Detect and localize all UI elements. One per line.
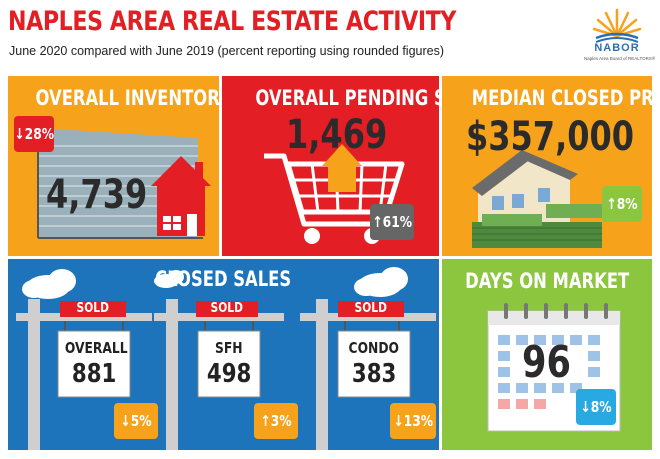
logo-name: NABOR <box>594 42 640 54</box>
page-title: NAPLES AREA REAL ESTATE ACTIVITY <box>8 6 456 37</box>
days-on-market-change-badge: ↓8% <box>576 389 616 425</box>
median-change-badge: ↑8% <box>602 186 642 222</box>
inventory-panel: OVERALL INVENTORY ↓28% 4,739 <box>8 76 219 256</box>
pending-title: OVERALL PENDING SALES <box>255 86 439 110</box>
sign-value-sfh: 498 <box>206 359 252 389</box>
page-subtitle: June 2020 compared with June 2019 (perce… <box>9 44 444 58</box>
cloud-icon <box>22 267 408 299</box>
overall-change-badge: ↓5% <box>114 403 158 439</box>
pending-change-badge: ↑61% <box>370 204 414 240</box>
calendar-icon <box>487 303 621 432</box>
logo-subtitle: Naples Area Board of REALTORS® <box>584 56 656 61</box>
inventory-title: OVERALL INVENTORY <box>35 86 219 110</box>
nabor-logo: NABOR Naples Area Board of REALTORS® <box>584 6 656 68</box>
sold-label-sfh: SOLD <box>210 301 244 316</box>
house-money-icon <box>472 150 604 248</box>
condo-change-badge: ↓13% <box>390 403 436 439</box>
days-on-market-panel: DAYS ON MARKET 96 ↓8% <box>442 259 652 450</box>
median-value: $357,000 <box>466 114 635 160</box>
median-panel: MEDIAN CLOSED PRICE $357,000 ↑8% <box>442 76 652 256</box>
inventory-change-badge: ↓28% <box>14 116 54 152</box>
red-house-icon <box>151 156 211 236</box>
closed-sales-panel: CLOSED SALES SOLD OVERALL 881 ↓5% SOLD S… <box>8 259 439 450</box>
pending-panel: OVERALL PENDING SALES 1,469 ↑61% <box>222 76 439 256</box>
days-on-market-title: DAYS ON MARKET <box>465 269 630 293</box>
days-on-market-value: 96 <box>522 337 571 388</box>
sign-name-sfh: SFH <box>215 339 243 357</box>
sign-name-condo: CONDO <box>348 339 400 357</box>
shopping-cart-icon <box>264 144 405 244</box>
sold-label-overall: SOLD <box>76 301 110 316</box>
median-title: MEDIAN CLOSED PRICE <box>471 86 652 110</box>
sun-logo-icon <box>592 8 642 43</box>
inventory-value: 4,739 <box>46 172 148 218</box>
sign-value-overall: 881 <box>71 359 117 389</box>
header: NAPLES AREA REAL ESTATE ACTIVITY June 20… <box>0 0 660 76</box>
sign-name-overall: OVERALL <box>64 339 128 357</box>
sold-label-condo: SOLD <box>354 301 388 316</box>
sign-value-condo: 383 <box>351 359 397 389</box>
sfh-change-badge: ↑3% <box>254 403 298 439</box>
pending-value: 1,469 <box>286 112 388 158</box>
sold-signs-illustration <box>16 267 436 450</box>
